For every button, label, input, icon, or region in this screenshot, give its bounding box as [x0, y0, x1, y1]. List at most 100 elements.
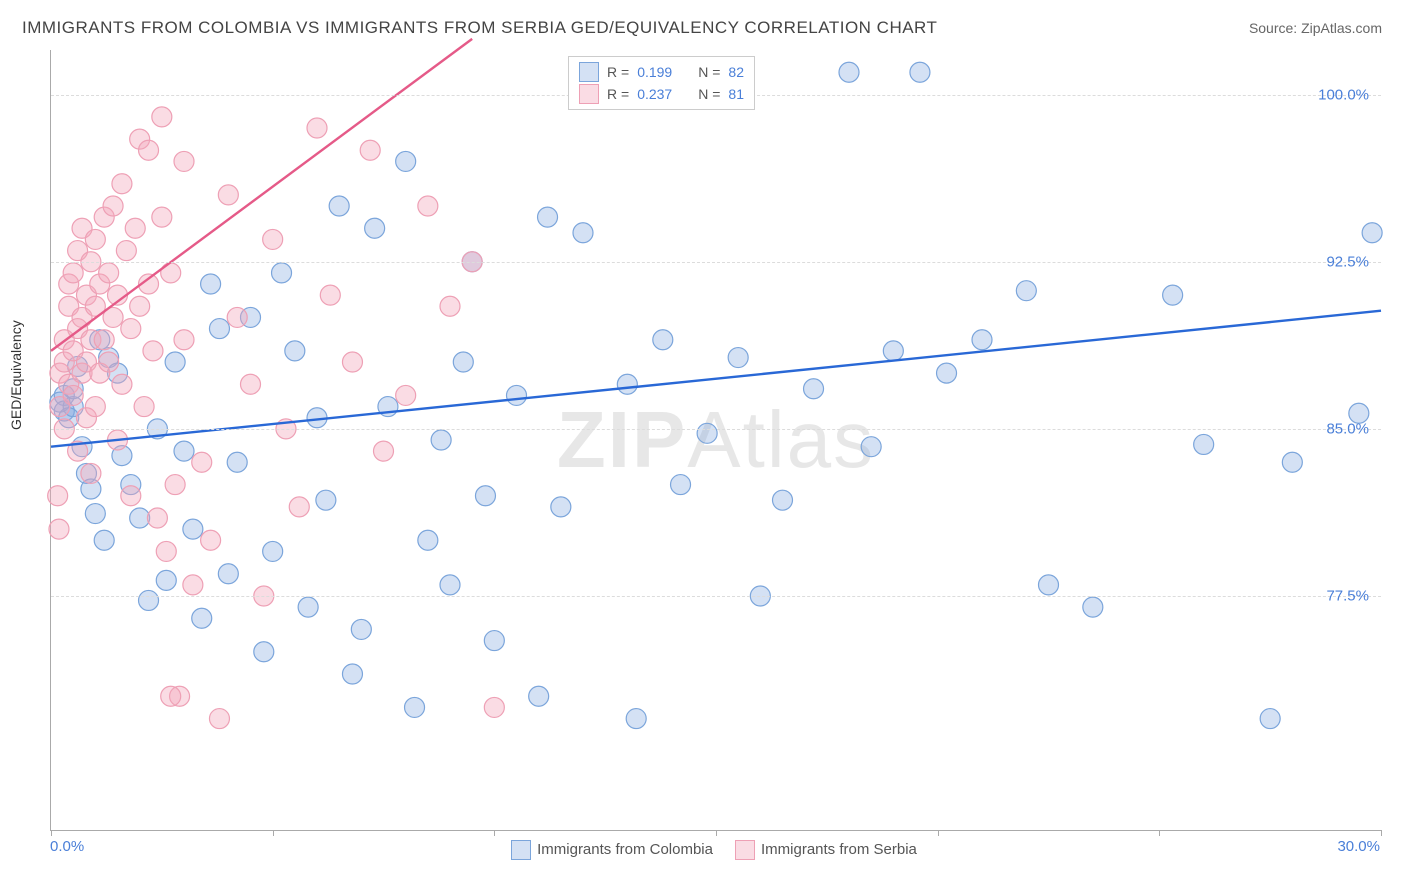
scatter-point [165, 475, 185, 495]
correlation-legend: R = 0.199N = 82R = 0.237N = 81 [568, 56, 755, 110]
y-tick-label: 77.5% [1326, 588, 1369, 605]
scatter-point [130, 296, 150, 316]
scatter-point [254, 642, 274, 662]
scatter-point [48, 486, 68, 506]
scatter-point [728, 348, 748, 368]
scatter-point [112, 374, 132, 394]
scatter-point [551, 497, 571, 517]
scatter-point [121, 486, 141, 506]
scatter-point [174, 330, 194, 350]
scatter-point [183, 519, 203, 539]
scatter-point [209, 709, 229, 729]
x-tick [1381, 830, 1382, 836]
scatter-point [440, 296, 460, 316]
x-tick [1159, 830, 1160, 836]
y-tick-label: 85.0% [1326, 420, 1369, 437]
scatter-point [861, 437, 881, 457]
x-tick-label-max: 30.0% [1337, 838, 1380, 855]
scatter-point [201, 274, 221, 294]
scatter-point [116, 241, 136, 261]
scatter-point [342, 664, 362, 684]
gridline [51, 262, 1381, 263]
gridline [51, 429, 1381, 430]
scatter-point [152, 107, 172, 127]
scatter-point [360, 140, 380, 160]
scatter-point [972, 330, 992, 350]
scatter-point [396, 151, 416, 171]
legend-swatch [511, 840, 531, 860]
scatter-point [147, 508, 167, 528]
y-tick-label: 100.0% [1318, 86, 1369, 103]
scatter-point [112, 174, 132, 194]
scatter-point [1083, 597, 1103, 617]
legend-swatch [579, 84, 599, 104]
x-tick-label-min: 0.0% [50, 838, 84, 855]
legend-row: R = 0.199N = 82 [579, 61, 744, 83]
y-axis-label: GED/Equivalency [8, 320, 24, 430]
scatter-point [320, 285, 340, 305]
scatter-point [697, 423, 717, 443]
scatter-point [431, 430, 451, 450]
x-tick [938, 830, 939, 836]
legend-swatch [735, 840, 755, 860]
scatter-point [161, 263, 181, 283]
scatter-point [139, 140, 159, 160]
scatter-point [418, 196, 438, 216]
scatter-point [910, 62, 930, 82]
source-label: Source: [1249, 20, 1301, 36]
scatter-point [192, 452, 212, 472]
scatter-point [85, 229, 105, 249]
scatter-point [192, 608, 212, 628]
scatter-point [1260, 709, 1280, 729]
scatter-point [573, 223, 593, 243]
scatter-point [342, 352, 362, 372]
scatter-point [183, 575, 203, 595]
n-label: N = [698, 86, 720, 102]
scatter-point [99, 352, 119, 372]
legend-swatch [579, 62, 599, 82]
scatter-point [201, 530, 221, 550]
scatter-point [63, 263, 83, 283]
x-tick [716, 830, 717, 836]
scatter-point [484, 631, 504, 651]
chart-title: IMMIGRANTS FROM COLOMBIA VS IMMIGRANTS F… [22, 18, 937, 38]
scatter-point [94, 330, 114, 350]
scatter-point [484, 697, 504, 717]
scatter-point [103, 196, 123, 216]
scatter-point [218, 185, 238, 205]
scatter-point [671, 475, 691, 495]
scatter-point [85, 397, 105, 417]
plot-area: ZIPAtlas 77.5%85.0%92.5%100.0% [50, 50, 1381, 831]
scatter-point [263, 541, 283, 561]
scatter-chart [51, 50, 1381, 830]
scatter-point [804, 379, 824, 399]
scatter-point [130, 508, 150, 528]
scatter-point [63, 385, 83, 405]
scatter-point [453, 352, 473, 372]
scatter-point [475, 486, 495, 506]
scatter-point [81, 463, 101, 483]
scatter-point [653, 330, 673, 350]
scatter-point [94, 530, 114, 550]
scatter-point [1016, 281, 1036, 301]
r-label: R = [607, 64, 629, 80]
scatter-point [227, 307, 247, 327]
scatter-point [617, 374, 637, 394]
scatter-point [405, 697, 425, 717]
legend-series-label: Immigrants from Colombia [537, 841, 713, 858]
scatter-point [272, 263, 292, 283]
scatter-point [263, 229, 283, 249]
source-value: ZipAtlas.com [1301, 20, 1382, 36]
n-value: 81 [728, 86, 744, 102]
r-label: R = [607, 86, 629, 102]
scatter-point [418, 530, 438, 550]
legend-row: R = 0.237N = 81 [579, 83, 744, 105]
scatter-point [307, 118, 327, 138]
scatter-point [218, 564, 238, 584]
scatter-point [174, 151, 194, 171]
scatter-point [227, 452, 247, 472]
trend-line [51, 39, 472, 351]
scatter-point [139, 590, 159, 610]
x-tick [494, 830, 495, 836]
scatter-point [161, 686, 181, 706]
